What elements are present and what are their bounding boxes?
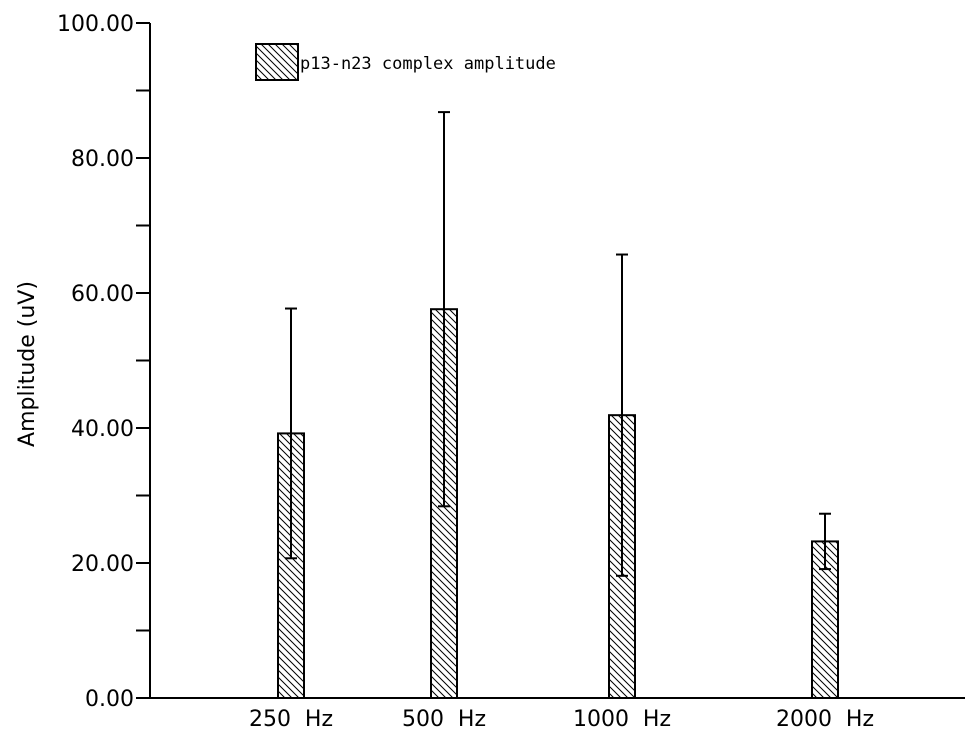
legend-swatch <box>255 43 299 81</box>
y-tick-label: 40.00 <box>71 417 134 442</box>
x-category-label: 500 Hz <box>402 707 486 731</box>
x-category-label: 250 Hz <box>249 707 333 731</box>
y-tick-label: 0.00 <box>85 687 134 712</box>
x-category-label: 2000 Hz <box>776 707 874 731</box>
legend: p13-n23 complex amplitude <box>255 43 556 81</box>
legend-label: p13-n23 complex amplitude <box>300 54 556 74</box>
y-tick-label: 60.00 <box>71 282 134 307</box>
x-category-label: 1000 Hz <box>573 707 671 731</box>
bars: 250 Hz 500 Hz 1000 Hz 2000 Hz <box>249 111 874 731</box>
axes: 0.00 20.00 40.00 60.00 80.00 100.00 <box>57 12 965 712</box>
y-tick-label: 20.00 <box>71 552 134 577</box>
y-tick-label: 80.00 <box>71 147 134 172</box>
y-axis-label: Amplitude (uV) <box>15 281 40 447</box>
y-tick-label: 100.00 <box>57 12 134 37</box>
